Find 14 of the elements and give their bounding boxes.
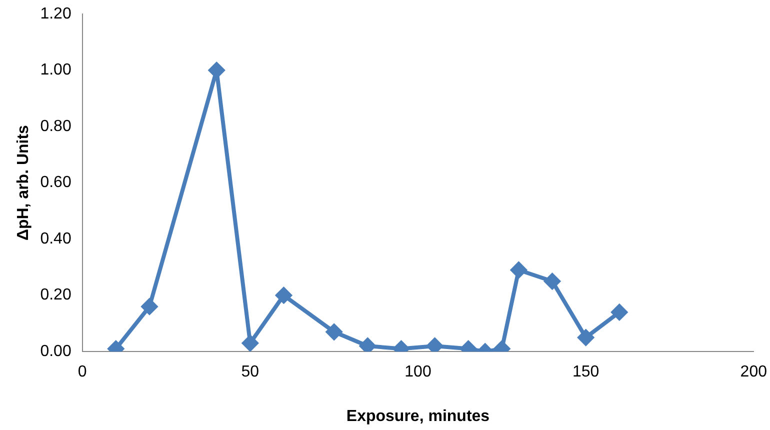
x-tick-label: 150 (572, 364, 600, 381)
y-tick-label: 0.60 (40, 174, 72, 192)
x-tick-label: 50 (241, 364, 260, 381)
y-axis-title: ΔpH, arb. Units (15, 124, 32, 241)
x-tick-label: 100 (404, 364, 432, 381)
y-tick-label: 0.80 (40, 118, 72, 135)
x-tick-label: 0 (78, 364, 87, 381)
y-tick-label: 1.20 (40, 5, 72, 22)
y-tick-label: 1.00 (40, 62, 72, 79)
x-axis-title: Exposure, minutes (346, 408, 490, 425)
y-tick-label: 0.00 (40, 343, 72, 360)
x-tick-label: 200 (740, 364, 768, 381)
y-tick-label: 0.20 (40, 286, 72, 304)
y-tick-label: 0.40 (40, 230, 72, 248)
